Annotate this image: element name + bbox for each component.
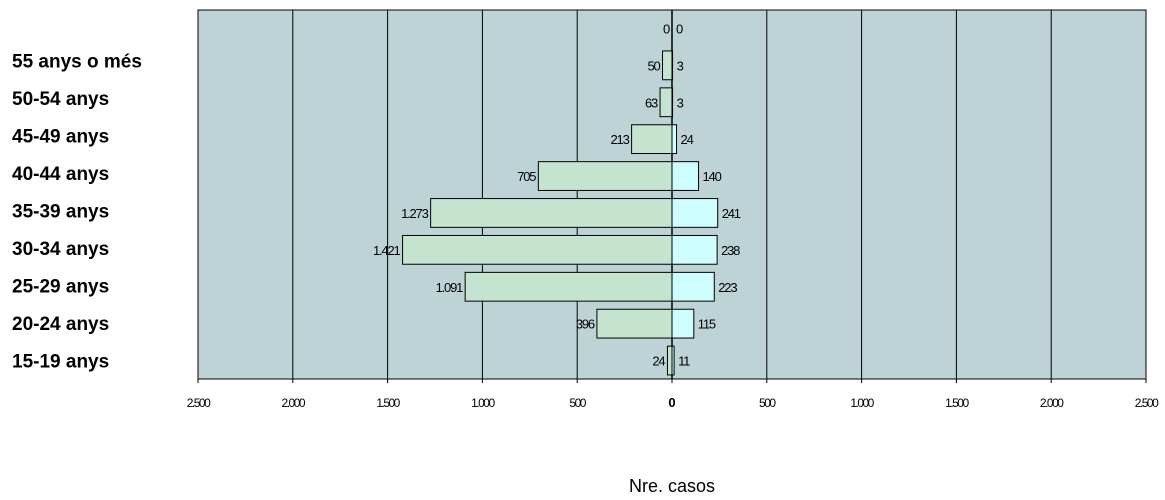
bar-right bbox=[671, 50, 674, 81]
x-tick-label: 1.500 bbox=[376, 396, 400, 410]
data-label-right: 0 bbox=[676, 21, 683, 36]
data-labels: 24 11 396 115 1.091 223 1.421 238 1.273 241 705 140… bbox=[373, 21, 742, 369]
bar-right bbox=[671, 308, 695, 339]
x-tick-labels: 2.500 2.000 1.500 1.000 500 0 500 1.000 1.500 2.0… bbox=[187, 379, 1161, 410]
data-label-right: 3 bbox=[677, 95, 684, 110]
bar-left bbox=[430, 198, 673, 228]
bar-left bbox=[464, 271, 673, 302]
x-tick-label: 1.500 bbox=[945, 396, 969, 410]
data-label-left: 396 bbox=[576, 317, 595, 332]
bar-left bbox=[659, 87, 673, 118]
category-label: 20-24 anys bbox=[12, 314, 109, 335]
data-label-right: 115 bbox=[698, 317, 716, 332]
data-label-right: 140 bbox=[703, 169, 722, 184]
bar-right bbox=[671, 124, 678, 155]
data-label-left: 50 bbox=[647, 58, 660, 73]
data-label-left: 63 bbox=[645, 95, 658, 110]
category-label: 40-44 anys bbox=[12, 164, 109, 185]
x-tick-label: 500 bbox=[569, 396, 586, 410]
x-tick-label: 0 bbox=[668, 395, 675, 410]
bar-right bbox=[671, 87, 674, 118]
bar-right bbox=[671, 234, 718, 265]
bar-left bbox=[537, 161, 673, 191]
bar-left bbox=[596, 308, 673, 339]
bar-right bbox=[671, 345, 675, 376]
category-labels: 15-19 anys 20-24 anys 25-29 anys 30-34 anys… bbox=[12, 52, 142, 373]
data-label-left: 1.273 bbox=[401, 206, 429, 221]
plot-border bbox=[197, 9, 1147, 380]
x-tick-label: 2.500 bbox=[187, 396, 211, 410]
data-label-left: 1.091 bbox=[436, 280, 464, 295]
x-tick-label: 1.000 bbox=[471, 396, 495, 410]
data-label-right: 11 bbox=[678, 354, 690, 369]
data-label-left: 213 bbox=[611, 132, 630, 147]
x-tick-label: 2.500 bbox=[1135, 396, 1159, 410]
x-tick-label: 2.000 bbox=[282, 396, 306, 410]
x-tick-label: 500 bbox=[759, 396, 776, 410]
bar-right bbox=[671, 198, 719, 228]
x-axis-title: Nre. casos bbox=[629, 476, 715, 496]
data-label-right: 238 bbox=[721, 243, 740, 258]
category-label: 55 anys o més bbox=[12, 52, 142, 73]
data-label-right: 223 bbox=[718, 280, 737, 295]
category-label: 45-49 anys bbox=[12, 127, 109, 148]
data-label-left: 705 bbox=[517, 169, 536, 184]
bar-right bbox=[671, 271, 715, 302]
bars bbox=[402, 50, 719, 376]
data-label-left: 24 bbox=[652, 354, 665, 369]
data-label-right: 3 bbox=[677, 58, 684, 73]
bar-left bbox=[402, 234, 673, 265]
category-label: 35-39 anys bbox=[12, 202, 109, 223]
category-label: 25-29 anys bbox=[12, 277, 109, 298]
bar-right bbox=[671, 161, 700, 191]
data-label-left: 1.421 bbox=[373, 243, 401, 258]
bar-left bbox=[662, 50, 673, 81]
x-tick-label: 1.000 bbox=[850, 396, 874, 410]
category-label: 15-19 anys bbox=[12, 352, 109, 373]
data-label-right: 24 bbox=[681, 132, 694, 147]
data-label-right: 241 bbox=[722, 206, 741, 221]
category-label: 50-54 anys bbox=[12, 89, 109, 110]
data-label-left: 0 bbox=[663, 21, 670, 36]
category-label: 30-34 anys bbox=[12, 239, 109, 260]
x-tick-label: 2.000 bbox=[1040, 396, 1064, 410]
bar-left bbox=[631, 124, 673, 155]
bar-left bbox=[666, 345, 673, 376]
